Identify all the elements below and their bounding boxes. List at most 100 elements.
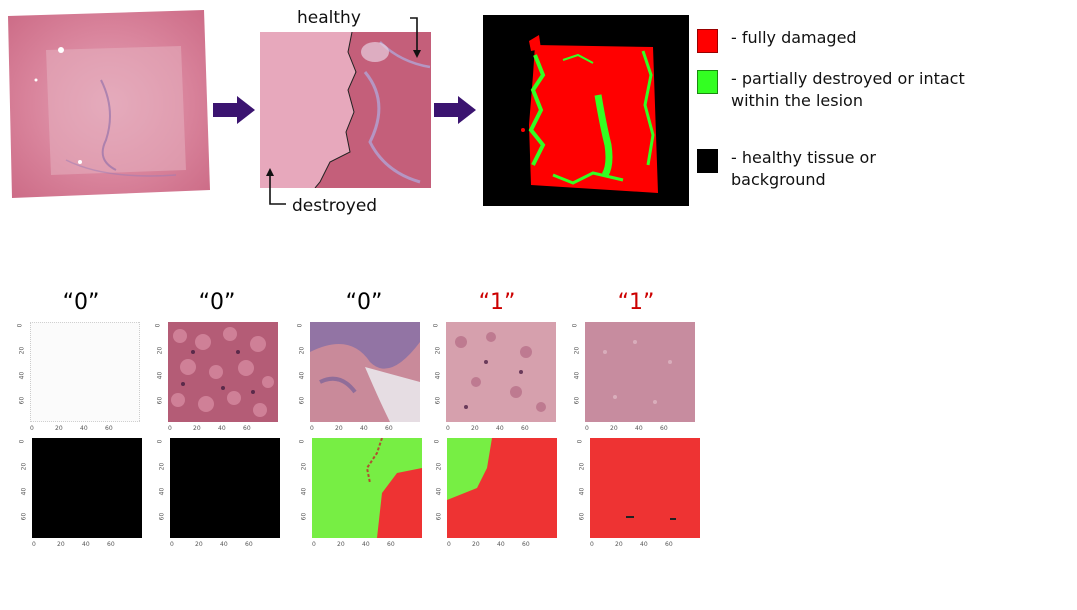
y-tick-label: 20 xyxy=(578,462,586,471)
y-tick-label: 0 xyxy=(571,323,579,328)
y-tick-label: 60 xyxy=(435,512,443,521)
y-tick-label: 60 xyxy=(578,512,586,521)
pointer-up-arrow-icon xyxy=(266,168,286,205)
pointer-down-arrow-icon xyxy=(410,17,421,58)
column-label: “0” xyxy=(62,290,100,315)
x-tick-label: 60 xyxy=(385,425,393,432)
patch-image-blank xyxy=(30,322,140,422)
x-tick-label: 60 xyxy=(665,541,673,548)
x-tick-label: 60 xyxy=(105,425,113,432)
column-label: “1” xyxy=(478,290,516,315)
x-tick-label: 40 xyxy=(635,425,643,432)
y-tick-label: 0 xyxy=(576,439,584,444)
column-label: “1” xyxy=(617,290,655,315)
y-tick-label: 0 xyxy=(156,439,164,444)
x-tick-label: 20 xyxy=(610,425,618,432)
whole-slide-image xyxy=(8,10,210,198)
y-tick-label: 40 xyxy=(573,371,581,380)
x-tick-label: 0 xyxy=(590,541,594,548)
y-tick-label: 0 xyxy=(154,323,162,328)
y-tick-label: 20 xyxy=(158,462,166,471)
x-tick-label: 40 xyxy=(640,541,648,548)
x-tick-label: 60 xyxy=(243,425,251,432)
x-tick-label: 40 xyxy=(80,425,88,432)
y-tick-label: 60 xyxy=(573,396,581,405)
x-tick-label: 20 xyxy=(337,541,345,548)
y-tick-label: 60 xyxy=(298,396,306,405)
y-tick-label: 20 xyxy=(573,346,581,355)
x-tick-label: 20 xyxy=(615,541,623,548)
x-tick-label: 40 xyxy=(82,541,90,548)
x-tick-label: 20 xyxy=(471,425,479,432)
x-tick-label: 60 xyxy=(387,541,395,548)
y-tick-label: 0 xyxy=(433,439,441,444)
x-tick-label: 20 xyxy=(335,425,343,432)
mask-panel-split xyxy=(312,438,422,538)
x-tick-label: 40 xyxy=(362,541,370,548)
x-tick-label: 40 xyxy=(218,425,226,432)
patch-image-destroyed xyxy=(585,322,695,422)
mask-panel-black xyxy=(170,438,280,538)
y-tick-label: 60 xyxy=(300,512,308,521)
y-tick-label: 60 xyxy=(156,396,164,405)
x-tick-label: 40 xyxy=(220,541,228,548)
legend-label: - healthy tissue or background xyxy=(731,148,876,189)
y-tick-label: 20 xyxy=(434,346,442,355)
x-tick-label: 20 xyxy=(193,425,201,432)
y-tick-label: 20 xyxy=(18,346,26,355)
patch-image-partial xyxy=(446,322,556,422)
legend-label: - partially destroyed or intact within t… xyxy=(731,69,965,110)
segmentation-mask-image xyxy=(483,15,689,206)
x-tick-label: 0 xyxy=(585,425,589,432)
y-tick-label: 40 xyxy=(20,487,28,496)
patch-image-fibrous xyxy=(310,322,420,422)
right-arrow-icon xyxy=(434,96,476,124)
y-tick-label: 40 xyxy=(18,371,26,380)
x-tick-label: 60 xyxy=(522,541,530,548)
x-tick-label: 20 xyxy=(57,541,65,548)
y-tick-label: 0 xyxy=(18,439,26,444)
x-tick-label: 20 xyxy=(195,541,203,548)
destroyed-label: destroyed xyxy=(292,196,378,216)
legend-label: - fully damaged xyxy=(731,28,857,47)
column-label: “0” xyxy=(198,290,236,315)
mask-panel-black xyxy=(32,438,142,538)
x-tick-label: 60 xyxy=(521,425,529,432)
red-swatch-icon xyxy=(697,29,718,53)
mask-panel-mostly-red xyxy=(447,438,557,538)
y-tick-label: 60 xyxy=(158,512,166,521)
x-tick-label: 0 xyxy=(310,425,314,432)
x-tick-label: 20 xyxy=(472,541,480,548)
y-tick-label: 40 xyxy=(434,371,442,380)
y-tick-label: 0 xyxy=(298,439,306,444)
y-tick-label: 20 xyxy=(156,346,164,355)
x-tick-label: 0 xyxy=(168,425,172,432)
x-tick-label: 40 xyxy=(497,541,505,548)
patch-image-healthy xyxy=(168,322,278,422)
x-tick-label: 20 xyxy=(55,425,63,432)
x-tick-label: 0 xyxy=(312,541,316,548)
x-tick-label: 0 xyxy=(447,541,451,548)
right-arrow-icon xyxy=(213,96,255,124)
y-tick-label: 60 xyxy=(20,512,28,521)
x-tick-label: 60 xyxy=(107,541,115,548)
healthy-label: healthy xyxy=(297,8,361,28)
y-tick-label: 60 xyxy=(18,396,26,405)
y-tick-label: 40 xyxy=(298,371,306,380)
mask-panel-red xyxy=(590,438,700,538)
y-tick-label: 20 xyxy=(435,462,443,471)
black-swatch-icon xyxy=(697,149,718,173)
green-swatch-icon xyxy=(697,70,718,94)
y-tick-label: 40 xyxy=(435,487,443,496)
x-tick-label: 0 xyxy=(446,425,450,432)
x-tick-label: 0 xyxy=(32,541,36,548)
x-tick-label: 40 xyxy=(496,425,504,432)
y-tick-label: 20 xyxy=(300,462,308,471)
y-tick-label: 0 xyxy=(432,323,440,328)
column-label: “0” xyxy=(345,290,383,315)
y-tick-label: 0 xyxy=(296,323,304,328)
y-tick-label: 20 xyxy=(20,462,28,471)
y-tick-label: 40 xyxy=(158,487,166,496)
x-tick-label: 60 xyxy=(245,541,253,548)
y-tick-label: 40 xyxy=(156,371,164,380)
